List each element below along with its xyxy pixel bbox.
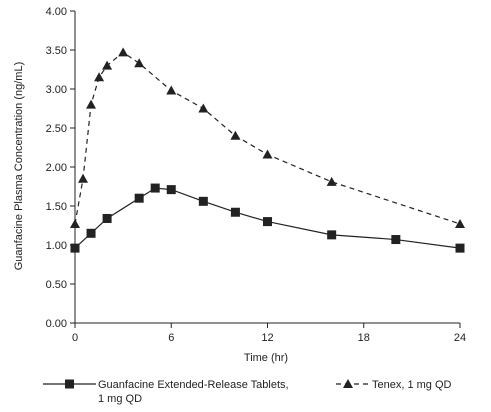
- data-point-square: [263, 217, 272, 227]
- x-tick-label: 24: [454, 332, 466, 344]
- legend-label-tenex: Tenex, 1 mg QD: [372, 379, 452, 391]
- y-tick-label: 4.00: [46, 6, 67, 18]
- x-tick-label: 6: [168, 332, 174, 344]
- x-axis-title: Time (hr): [244, 352, 288, 364]
- x-tick-label: 12: [261, 332, 273, 344]
- y-axis: 0.00 0.50 1.00 1.50 2.00 2.50 3.00 3.50 4.00: [46, 6, 76, 330]
- legend-marker-square: [65, 379, 74, 389]
- data-point-square: [166, 185, 176, 195]
- data-point-triangle: [326, 176, 337, 186]
- data-point-square: [70, 243, 80, 253]
- y-tick-label: 0.00: [46, 318, 67, 330]
- y-tick-label: 1.50: [46, 201, 67, 213]
- legend-label-guanfacine-er-line1: Guanfacine Extended-Release Tablets,: [98, 379, 289, 391]
- data-point-square: [198, 196, 208, 206]
- data-point-triangle: [455, 218, 465, 228]
- data-point-triangle: [70, 218, 80, 228]
- legend-item-guanfacine-er: Guanfacine Extended-Release Tablets, 1 m…: [43, 379, 289, 405]
- y-tick-label: 0.50: [46, 279, 67, 291]
- series-triangle: [70, 47, 465, 228]
- x-tick-label: 18: [358, 332, 370, 344]
- y-axis-title: Guanfacine Plasma Concentration (ng/mL): [13, 62, 25, 271]
- data-point-square: [455, 243, 465, 253]
- data-point-square: [102, 213, 112, 223]
- legend-marker-triangle: [343, 379, 353, 388]
- x-tick-label: 0: [72, 332, 78, 344]
- y-tick-label: 2.00: [46, 162, 67, 174]
- legend: Guanfacine Extended-Release Tablets, 1 m…: [43, 379, 452, 405]
- series-line: [74, 51, 461, 225]
- data-point-triangle: [134, 58, 145, 68]
- legend-label-guanfacine-er-line2: 1 mg QD: [98, 393, 142, 405]
- data-point-triangle: [230, 130, 241, 140]
- x-axis: 0 6 12 18 24: [72, 322, 466, 344]
- data-point-square: [230, 207, 240, 217]
- data-point-triangle: [86, 99, 97, 109]
- data-point-triangle: [198, 103, 209, 113]
- y-tick-label: 3.50: [46, 45, 67, 57]
- data-point-triangle: [118, 47, 129, 57]
- series-square: [70, 183, 465, 253]
- y-tick-label: 1.00: [46, 240, 67, 252]
- y-tick-label: 2.50: [46, 123, 67, 135]
- data-point-triangle: [262, 149, 273, 159]
- data-point-triangle: [166, 85, 177, 95]
- y-tick-label: 3.00: [46, 84, 67, 96]
- data-point-square: [134, 193, 144, 203]
- data-point-triangle: [78, 173, 89, 183]
- legend-item-tenex: Tenex, 1 mg QD: [336, 379, 452, 391]
- data-point-square: [327, 230, 337, 240]
- data-point-triangle: [102, 60, 113, 70]
- data-point-square: [391, 235, 401, 245]
- series-layer: [70, 47, 465, 253]
- data-point-square: [86, 228, 96, 238]
- data-point-square: [150, 183, 160, 193]
- data-point-triangle: [94, 72, 105, 82]
